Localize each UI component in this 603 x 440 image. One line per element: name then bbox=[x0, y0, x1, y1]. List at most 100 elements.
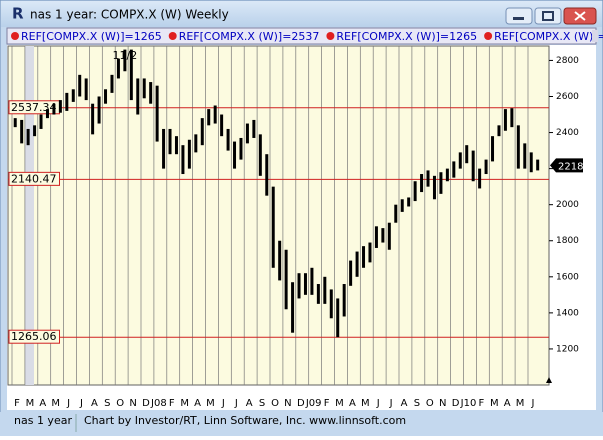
price-bar bbox=[349, 260, 353, 286]
x-tick-label: N bbox=[439, 398, 446, 409]
price-bar bbox=[129, 49, 133, 101]
price-bar bbox=[303, 273, 307, 295]
last-value-tag bbox=[550, 158, 583, 173]
price-bar bbox=[497, 125, 501, 137]
price-bar bbox=[168, 128, 172, 155]
x-tick-label: S bbox=[104, 398, 110, 409]
price-bar bbox=[484, 159, 488, 175]
price-bar bbox=[278, 240, 282, 281]
x-tick-label: M bbox=[51, 398, 60, 409]
x-tick-label: A bbox=[91, 398, 98, 409]
price-bar bbox=[226, 128, 230, 151]
price-bar bbox=[162, 128, 166, 169]
price-bar bbox=[491, 136, 495, 162]
price-bar bbox=[342, 284, 346, 317]
price-bar bbox=[52, 103, 56, 115]
price-bar bbox=[284, 249, 288, 310]
price-bar bbox=[432, 175, 436, 200]
price-bar bbox=[413, 181, 417, 202]
price-bar bbox=[452, 161, 456, 178]
reference-label: 2140.47 bbox=[11, 172, 57, 185]
x-tick-label: F bbox=[14, 398, 20, 409]
x-tick-label: A bbox=[194, 398, 201, 409]
x-tick-label: A bbox=[39, 398, 46, 409]
axis-arrow bbox=[546, 377, 552, 383]
y-tick-label: 2800 bbox=[556, 56, 579, 66]
price-bar bbox=[116, 58, 120, 79]
price-bar bbox=[310, 267, 314, 295]
reference-label-box bbox=[8, 171, 60, 186]
price-bar bbox=[71, 89, 75, 102]
price-bar bbox=[155, 85, 159, 142]
price-bar bbox=[407, 197, 411, 207]
price-bar bbox=[65, 92, 69, 111]
price-bar bbox=[510, 108, 514, 128]
price-bar bbox=[181, 145, 185, 175]
x-tick-label: M bbox=[490, 398, 499, 409]
price-bar bbox=[374, 226, 378, 248]
x-tick-label: M bbox=[180, 398, 189, 409]
price-bar bbox=[420, 174, 424, 193]
price-bar bbox=[329, 289, 333, 319]
x-tick-label: S bbox=[259, 398, 265, 409]
reference-label: 2537.34 bbox=[11, 101, 57, 114]
price-bar bbox=[478, 168, 482, 189]
price-bar bbox=[233, 141, 237, 169]
x-tick-label: J bbox=[66, 398, 70, 409]
price-bar bbox=[13, 118, 17, 128]
price-bar bbox=[187, 139, 191, 169]
price-bar bbox=[239, 137, 243, 160]
reference-label: 1265.06 bbox=[11, 330, 57, 343]
legend-item: REF[COMPX.X (W)]=2140 bbox=[494, 30, 603, 43]
price-bar bbox=[91, 103, 95, 135]
price-bar bbox=[258, 134, 262, 176]
maximize-icon bbox=[542, 11, 554, 21]
minimize-button[interactable] bbox=[505, 7, 533, 25]
price-bar bbox=[271, 186, 275, 268]
legend-item: REF[COMPX.X (W)]=2537 bbox=[179, 30, 320, 43]
price-bar bbox=[368, 242, 372, 263]
price-bar bbox=[265, 154, 269, 196]
reference-label-box bbox=[8, 329, 60, 344]
price-bar bbox=[523, 143, 527, 169]
x-tick-label: M bbox=[361, 398, 370, 409]
x-tick-label: A bbox=[504, 398, 511, 409]
price-bar bbox=[58, 100, 62, 113]
status-right: Chart by Investor/RT, Linn Software, Inc… bbox=[84, 414, 406, 427]
price-bar bbox=[39, 114, 43, 129]
x-tick-label: A bbox=[246, 398, 253, 409]
x-tick-label: J bbox=[234, 398, 238, 409]
legend-scroll bbox=[592, 30, 598, 42]
x-tick-label: N bbox=[284, 398, 291, 409]
x-tick-label: J08 bbox=[150, 398, 167, 409]
y-tick-label: 2600 bbox=[556, 92, 579, 102]
close-icon bbox=[574, 11, 586, 21]
price-bar bbox=[394, 204, 398, 223]
x-tick-label: F bbox=[479, 398, 485, 409]
x-tick-label: D bbox=[142, 398, 150, 409]
price-bar bbox=[174, 136, 178, 155]
x-tick-label: J bbox=[221, 398, 225, 409]
price-bar bbox=[78, 74, 82, 97]
maximize-button[interactable] bbox=[534, 7, 562, 25]
price-bar bbox=[26, 128, 30, 146]
x-tick-label: F bbox=[169, 398, 175, 409]
price-bar bbox=[84, 78, 88, 101]
price-bar bbox=[536, 159, 540, 171]
price-bar bbox=[245, 123, 249, 144]
y-tick-label: 1200 bbox=[556, 344, 579, 354]
price-bar bbox=[465, 145, 469, 164]
app-icon: R bbox=[12, 5, 24, 23]
price-bar bbox=[400, 199, 404, 212]
legend-dot bbox=[11, 32, 19, 40]
price-bar bbox=[142, 78, 146, 99]
price-bar bbox=[471, 150, 475, 182]
legend-dot bbox=[484, 32, 493, 40]
price-bar bbox=[297, 273, 301, 299]
highlight-band bbox=[25, 46, 34, 385]
price-bar bbox=[362, 246, 366, 268]
y-tick-label: 1400 bbox=[556, 308, 579, 318]
legend: REF[COMPX.X (W)]=1265 REF[COMPX.X (W)]=25… bbox=[11, 30, 603, 43]
price-bar bbox=[529, 152, 533, 173]
